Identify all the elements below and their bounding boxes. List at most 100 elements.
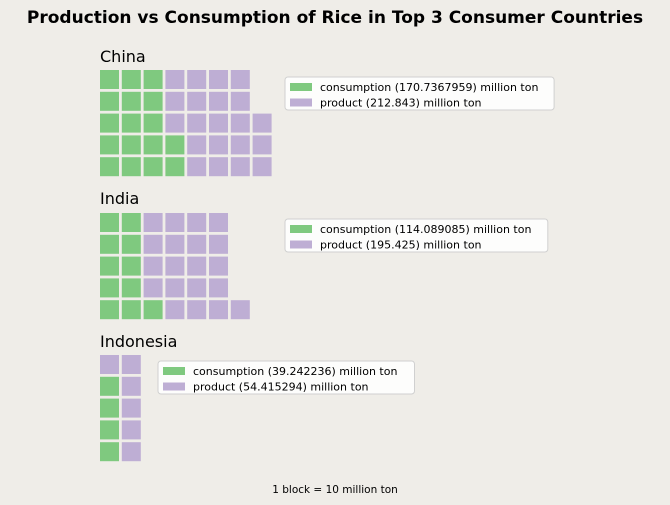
block-india-product	[165, 234, 185, 254]
block-china-consumption	[143, 157, 163, 177]
legend-india	[284, 218, 549, 253]
block-china-consumption	[121, 135, 141, 155]
block-china-consumption	[143, 70, 163, 89]
block-china-consumption	[100, 91, 119, 111]
block-india-product	[209, 213, 228, 232]
block-india-consumption	[100, 213, 119, 232]
block-china-consumption	[121, 70, 141, 89]
legend-swatch-product	[290, 240, 312, 249]
block-china-consumption	[121, 157, 141, 177]
block-china-product	[209, 91, 228, 111]
block-india-product	[143, 213, 163, 232]
footnote: 1 block = 10 million ton	[272, 484, 398, 496]
block-indonesia-consumption	[100, 376, 119, 396]
block-india-product	[209, 278, 228, 298]
block-india-product	[143, 256, 163, 276]
block-china-product	[165, 91, 185, 111]
block-india-consumption	[100, 278, 119, 298]
block-china-product	[187, 91, 207, 111]
legend-swatch-consumption	[163, 367, 185, 375]
block-china-consumption	[165, 157, 185, 177]
block-india-product	[209, 256, 228, 276]
block-indonesia-product	[100, 355, 119, 374]
legend-label-product: product (195.425) million ton	[320, 239, 482, 252]
block-india-consumption	[143, 300, 163, 320]
legend-china	[284, 76, 555, 111]
block-india-product	[187, 300, 207, 320]
block-india-product	[187, 278, 207, 298]
block-china-product	[230, 157, 250, 177]
block-china-product	[187, 157, 207, 177]
block-india-product	[165, 213, 185, 232]
legend-label-product: product (212.843) million ton	[320, 97, 482, 110]
block-china-product	[252, 135, 272, 155]
panel-title-indonesia: Indonesia	[100, 332, 177, 351]
block-china-product	[209, 70, 228, 89]
block-india-product	[187, 213, 207, 232]
block-india-consumption	[100, 234, 119, 254]
block-china-product	[230, 91, 250, 111]
block-india-product	[209, 300, 228, 320]
block-india-product	[165, 256, 185, 276]
block-indonesia-consumption	[100, 398, 119, 418]
block-china-product	[165, 70, 185, 89]
legend-indonesia	[157, 360, 415, 395]
legend-swatch-consumption	[290, 83, 312, 91]
block-china-consumption	[100, 70, 119, 89]
block-india-product	[165, 278, 185, 298]
block-china-consumption	[165, 135, 185, 155]
block-china-consumption	[121, 91, 141, 111]
block-indonesia-consumption	[100, 442, 119, 462]
legend-swatch-product	[163, 382, 185, 391]
panel-title-china: China	[100, 47, 146, 66]
legend-swatch-product	[290, 98, 312, 107]
block-china-consumption	[100, 135, 119, 155]
block-india-product	[165, 300, 185, 320]
block-china-consumption	[143, 135, 163, 155]
block-india-product	[187, 234, 207, 254]
block-china-product	[187, 70, 207, 89]
block-china-product	[230, 135, 250, 155]
block-china-product	[187, 135, 207, 155]
block-india-product	[187, 256, 207, 276]
block-indonesia-consumption	[100, 420, 119, 440]
block-china-product	[165, 113, 185, 133]
block-china-consumption	[143, 113, 163, 133]
legend-label-consumption: consumption (170.7367959) million ton	[320, 81, 538, 94]
block-china-consumption	[100, 113, 119, 133]
block-china-product	[252, 157, 272, 177]
legend-label-consumption: consumption (114.089085) million ton	[320, 223, 531, 236]
block-china-product	[252, 113, 272, 133]
block-india-product	[143, 234, 163, 254]
block-china-product	[209, 113, 228, 133]
block-indonesia-product	[121, 420, 141, 440]
block-indonesia-product	[121, 398, 141, 418]
block-china-product	[230, 70, 250, 89]
block-china-product	[230, 113, 250, 133]
block-china-product	[187, 113, 207, 133]
block-china-consumption	[143, 91, 163, 111]
block-indonesia-product	[121, 442, 141, 462]
block-india-consumption	[121, 234, 141, 254]
block-china-consumption	[121, 113, 141, 133]
block-china-product	[209, 157, 228, 177]
block-india-product	[143, 278, 163, 298]
block-india-consumption	[100, 256, 119, 276]
panel-title-india: India	[100, 189, 139, 208]
block-india-product	[209, 234, 228, 254]
block-india-consumption	[121, 300, 141, 320]
block-india-consumption	[121, 256, 141, 276]
legend-label-product: product (54.415294) million ton	[193, 381, 369, 394]
legend-label-consumption: consumption (39.242236) million ton	[193, 365, 397, 378]
block-china-product	[209, 135, 228, 155]
legend-swatch-consumption	[290, 225, 312, 233]
block-indonesia-product	[121, 355, 141, 374]
block-china-consumption	[100, 157, 119, 177]
block-indonesia-product	[121, 376, 141, 396]
block-india-consumption	[121, 213, 141, 232]
block-india-consumption	[121, 278, 141, 298]
block-india-product	[230, 300, 250, 320]
block-india-consumption	[100, 300, 119, 320]
chart-title: Production vs Consumption of Rice in Top…	[26, 8, 644, 28]
